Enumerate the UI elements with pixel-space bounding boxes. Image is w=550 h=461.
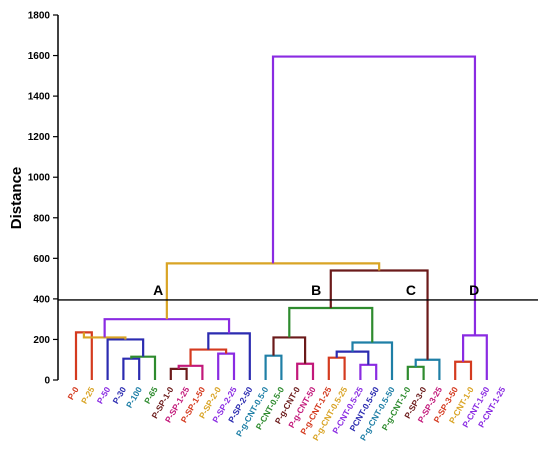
y-tick-label: 600 [33, 254, 50, 265]
dendrogram-link [359, 363, 378, 380]
leaf-label: P-25 [79, 385, 97, 406]
dendrogram-link [103, 318, 231, 338]
dendrogram-link [264, 354, 283, 380]
y-tick-label: 1800 [28, 11, 51, 22]
dendrogram-link [327, 356, 346, 380]
dendrogram-link [82, 332, 127, 340]
dendrogram-link [189, 348, 228, 366]
y-tick-label: 1600 [28, 51, 51, 62]
y-tick-label: 200 [33, 335, 50, 346]
dendrogram-link [130, 355, 157, 380]
y-tick-label: 800 [33, 213, 50, 224]
dendrogram-link [288, 306, 374, 343]
dendrogram-link [462, 334, 488, 380]
leaf-label: P-100 [124, 385, 144, 410]
y-tick-label: 1000 [28, 173, 51, 184]
y-tick-label: 1200 [28, 132, 51, 143]
dendrogram-link [272, 336, 307, 364]
leaf-label: P-50 [95, 385, 113, 406]
y-axis-label: Distance [8, 167, 25, 230]
dendrogram-link [217, 352, 236, 380]
dendrogram-link [296, 362, 315, 380]
dendrogram-links [74, 55, 488, 380]
y-tick-label: 400 [33, 294, 50, 305]
dendrogram-link [177, 364, 204, 380]
dendrogram-link [207, 332, 251, 380]
cluster-label: A [153, 282, 163, 298]
cluster-labels: A B C D [153, 282, 479, 298]
cluster-label: C [406, 282, 416, 298]
dendrogram-link [351, 341, 394, 380]
dendrogram-link [165, 262, 381, 320]
cluster-label: D [469, 282, 479, 298]
leaf-label: P-0 [65, 385, 80, 402]
y-tick-label: 1400 [28, 92, 51, 103]
dendrogram-link [122, 357, 141, 380]
dendrogram-link [406, 365, 425, 380]
dendrogram-link [169, 367, 188, 380]
leaf-labels: P-0P-25P-50P-30P-100P-65P-SP-1-0P-SP-1-2… [65, 385, 507, 443]
y-tick-label: 0 [44, 376, 50, 387]
cluster-label: B [311, 282, 321, 298]
y-axis: 0 200 400 600 800 1000 1200 1400 1600 1800 [28, 11, 59, 387]
dendrogram-link [74, 331, 93, 380]
dendrogram-link [271, 55, 477, 336]
dendrogram-link [414, 358, 441, 380]
dendrogram-link [454, 360, 473, 380]
